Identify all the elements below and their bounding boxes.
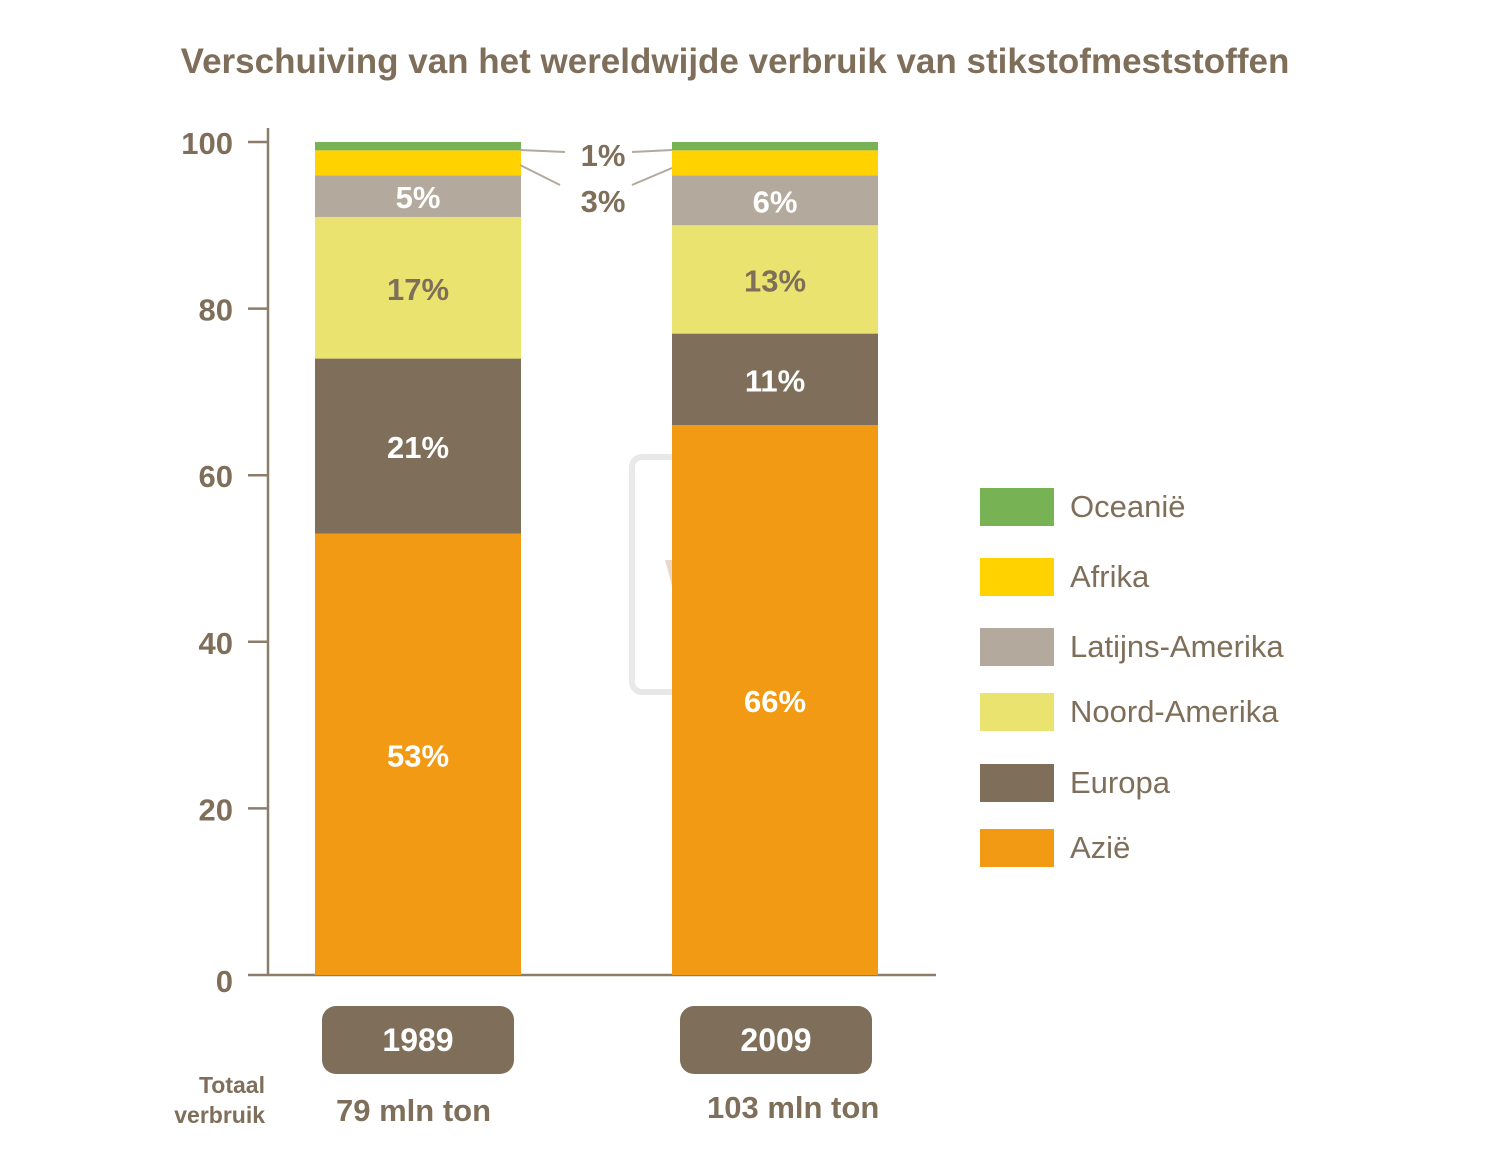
bar-segment-europa xyxy=(315,358,521,534)
total-2009: 103 mln ton xyxy=(707,1090,880,1125)
total-label-line2: verbruik xyxy=(174,1102,265,1128)
bar-segment-europa xyxy=(672,333,878,426)
category-label-1989: 1989 xyxy=(322,1006,514,1074)
y-tick-label: 40 xyxy=(199,626,233,661)
y-tick-label: 80 xyxy=(199,293,233,328)
legend-label: Europa xyxy=(1070,765,1170,800)
legend-label: Azië xyxy=(1070,830,1131,865)
callout-line xyxy=(631,149,673,153)
callout-line xyxy=(519,149,566,153)
legend-swatch xyxy=(980,693,1054,731)
legend-item: Latijns-Amerika xyxy=(980,628,1284,666)
data-label: 53% xyxy=(387,738,449,773)
bar-segment-afrika xyxy=(315,150,521,176)
legend-item: Afrika xyxy=(980,558,1149,596)
callout-line xyxy=(631,167,673,186)
data-label: 21% xyxy=(387,430,449,465)
data-label: 6% xyxy=(753,184,798,219)
callout-line xyxy=(519,164,561,186)
total-label-line1: Totaal xyxy=(198,1072,265,1098)
legend-label: Noord-Amerika xyxy=(1070,694,1279,729)
legend-label: Oceanië xyxy=(1070,489,1186,524)
data-label: 66% xyxy=(744,684,806,719)
category-label-2009: 2009 xyxy=(680,1006,872,1074)
chart-title: Verschuiving van het wereldwijde verbrui… xyxy=(180,42,1290,81)
legend-swatch xyxy=(980,558,1054,596)
bar-segment-noord-amerika xyxy=(315,216,521,359)
data-label: 13% xyxy=(744,263,806,298)
data-label: 17% xyxy=(387,272,449,307)
bar-segment-latijns-amerika xyxy=(672,175,878,226)
legend-item: Oceanië xyxy=(980,488,1185,526)
bar-segment-afrika xyxy=(672,150,878,176)
bar-segment-noord-amerika xyxy=(672,225,878,334)
bar-segment-azië xyxy=(315,533,521,975)
legend-item: Noord-Amerika xyxy=(980,693,1278,731)
y-tick-label: 20 xyxy=(199,792,233,827)
data-label: 5% xyxy=(396,180,441,215)
bar-segment-azië xyxy=(672,425,878,976)
y-tick-label: 100 xyxy=(181,126,233,161)
data-label: 11% xyxy=(745,363,805,398)
y-tick-label: 0 xyxy=(216,964,233,999)
bar-segment-oceanië xyxy=(315,142,521,151)
legend-swatch xyxy=(980,628,1054,666)
y-tick-label: 60 xyxy=(199,459,233,494)
legend-item: Europa xyxy=(980,764,1170,802)
legend-swatch xyxy=(980,488,1054,526)
legend-swatch xyxy=(980,764,1054,802)
legend-swatch xyxy=(980,829,1054,867)
legend-label: Latijns-Amerika xyxy=(1070,629,1284,664)
callout-oceania: 1% xyxy=(581,138,626,173)
callout-afrika: 3% xyxy=(581,184,626,219)
legend-item: Azië xyxy=(980,829,1130,867)
bar-segment-oceanië xyxy=(672,142,878,151)
total-1989: 79 mln ton xyxy=(336,1093,492,1128)
legend-label: Afrika xyxy=(1070,559,1150,594)
bar-segment-latijns-amerika xyxy=(315,175,521,217)
total-consumption-label: Totaal verbruik xyxy=(140,1070,265,1130)
